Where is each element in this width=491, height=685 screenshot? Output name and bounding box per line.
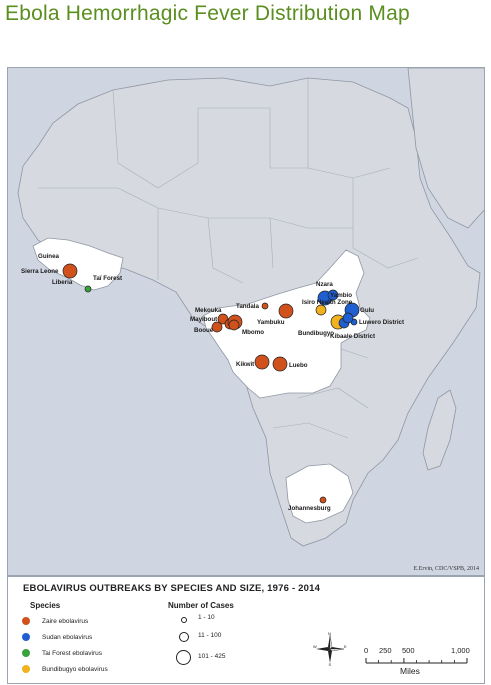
south-africa-highlight bbox=[285, 463, 354, 524]
label-kibaale: Kibaale District bbox=[330, 333, 375, 340]
scale-tick-500: 500 bbox=[402, 646, 415, 655]
outbreak-marker-tandala[interactable] bbox=[261, 302, 269, 310]
label-isiro: Isiro Health Zone bbox=[302, 299, 353, 306]
label-guinea: Guinea bbox=[38, 253, 60, 260]
species-label: Bundibugyo ebolavirus bbox=[42, 665, 108, 673]
madagascar bbox=[422, 389, 457, 471]
compass-s: S bbox=[329, 662, 332, 666]
species-label: Zaire ebolavirus bbox=[42, 617, 89, 625]
label-yambuku: Yambuku bbox=[257, 319, 285, 326]
tai-forest-swatch-icon bbox=[22, 649, 30, 657]
label-isiro-text: Isiro Health Zone bbox=[302, 299, 353, 306]
scale-tick-250: 250 bbox=[379, 646, 392, 655]
outbreak-marker-west-africa[interactable] bbox=[62, 263, 78, 279]
label-mbomo: Mbomo bbox=[242, 329, 264, 336]
label-tai-forest: Taï Forest bbox=[93, 275, 122, 282]
label-gulu: Gulu bbox=[360, 307, 374, 314]
small-circle-icon bbox=[181, 617, 187, 623]
label-kikwit: Kikwit bbox=[236, 361, 254, 368]
arabian-peninsula bbox=[407, 68, 484, 229]
species-label: Tai Forest ebolavirus bbox=[42, 649, 102, 657]
label-luebo: Luebo bbox=[289, 362, 308, 369]
compass-n: N bbox=[328, 632, 331, 636]
label-bundibugyo: Bundibugyo bbox=[298, 330, 334, 337]
medium-circle-icon bbox=[179, 632, 189, 642]
cases-heading: Number of Cases bbox=[168, 601, 234, 610]
species-label: Sudan ebolavirus bbox=[42, 633, 93, 641]
outbreak-marker-johannesburg[interactable] bbox=[319, 496, 327, 504]
legend-species-tai-forest: Tai Forest ebolavirus bbox=[22, 647, 102, 659]
place-labels: Guinea Sierra Leone Liberia Taï Forest M… bbox=[21, 253, 404, 512]
compass-w: W bbox=[313, 644, 317, 649]
large-circle-icon bbox=[176, 650, 191, 665]
outbreak-markers bbox=[62, 263, 360, 504]
label-nzara: Nzara bbox=[316, 281, 333, 288]
outbreak-marker-isiro[interactable] bbox=[315, 304, 327, 316]
outbreak-marker-mbomo-b[interactable] bbox=[228, 319, 240, 331]
map-credit: E.Ervin, CDC/VSPB, 2014 bbox=[413, 566, 479, 572]
outbreak-marker-kikwit[interactable] bbox=[254, 354, 270, 370]
scale-tick-1000: 1,000 bbox=[451, 646, 470, 655]
legend-species-zaire: Zaire ebolavirus bbox=[22, 615, 88, 627]
size-label: 101 - 425 bbox=[198, 653, 226, 660]
label-tandala: Tandala bbox=[236, 303, 259, 310]
legend-species-bundibugyo: Bundibugyo ebolavirus bbox=[22, 663, 108, 675]
compass-e: E bbox=[344, 644, 347, 649]
zaire-swatch-icon bbox=[22, 617, 30, 625]
bundibugyo-swatch-icon bbox=[22, 665, 30, 673]
scale-unit: Miles bbox=[400, 666, 420, 676]
legend-size-large: 101 - 425 bbox=[176, 650, 225, 665]
outbreak-marker-tai-forest[interactable] bbox=[84, 285, 92, 293]
species-heading: Species bbox=[30, 601, 61, 610]
legend-size-medium: 11 - 100 bbox=[176, 632, 221, 642]
label-booue: Booué bbox=[194, 327, 214, 334]
label-sierra-leone: Sierra Leone bbox=[21, 268, 59, 275]
outbreak-marker-boue[interactable] bbox=[211, 321, 223, 333]
north-arrow-compass-icon: N E S W bbox=[313, 632, 347, 666]
scale-bar bbox=[365, 658, 468, 664]
central-africa-highlight bbox=[202, 249, 371, 399]
legend-panel: EBOLAVIRUS OUTBREAKS BY SPECIES AND SIZE… bbox=[7, 576, 485, 684]
sudan-swatch-icon bbox=[22, 633, 30, 641]
map-frame[interactable]: Guinea Sierra Leone Liberia Taï Forest M… bbox=[7, 67, 485, 576]
size-label: 11 - 100 bbox=[198, 632, 222, 639]
label-mayibout: Mayibout bbox=[190, 316, 217, 323]
label-yambio: Yambio bbox=[330, 292, 352, 299]
africa-map: Guinea Sierra Leone Liberia Taï Forest M… bbox=[17, 68, 484, 547]
outbreak-marker-luebo[interactable] bbox=[272, 356, 288, 372]
label-mekouka: Mekouka bbox=[195, 307, 222, 314]
outbreak-marker-yambuku[interactable] bbox=[278, 303, 294, 319]
outbreak-marker-yambio[interactable] bbox=[327, 289, 339, 301]
legend-title: EBOLAVIRUS OUTBREAKS BY SPECIES AND SIZE… bbox=[23, 583, 321, 594]
label-luwero: Luwero District bbox=[359, 319, 404, 326]
label-johannesburg: Johannesburg bbox=[288, 505, 331, 512]
page-title: Ebola Hemorrhagic Fever Distribution Map bbox=[5, 2, 410, 25]
legend-size-small: 1 - 10 bbox=[176, 614, 215, 623]
scale-tick-0: 0 bbox=[364, 646, 369, 655]
legend-species-sudan: Sudan ebolavirus bbox=[22, 631, 92, 643]
label-liberia: Liberia bbox=[52, 279, 73, 286]
size-label: 1 - 10 bbox=[198, 614, 215, 621]
outbreak-marker-kibaale-b[interactable] bbox=[342, 312, 354, 324]
country-borders bbox=[38, 78, 419, 439]
west-africa-highlight bbox=[32, 237, 124, 291]
